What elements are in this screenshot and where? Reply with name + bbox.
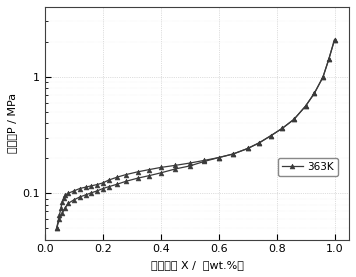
363K — [63, 206, 67, 209]
363K — [72, 198, 76, 201]
363K — [124, 179, 128, 183]
363K — [202, 160, 206, 163]
Y-axis label: 压力，P / MPa: 压力，P / MPa — [7, 93, 17, 153]
363K — [216, 156, 221, 159]
363K — [321, 75, 325, 79]
363K — [188, 164, 192, 168]
363K — [57, 217, 62, 221]
Legend: 363K: 363K — [278, 158, 338, 176]
363K — [106, 185, 111, 188]
363K — [231, 152, 235, 156]
363K — [159, 171, 163, 175]
363K — [327, 58, 331, 61]
363K — [257, 141, 261, 144]
363K — [173, 167, 177, 171]
363K — [54, 227, 59, 230]
X-axis label: 氢含量， X /  （wt.%）: 氢含量， X / （wt.%） — [151, 260, 244, 270]
363K — [147, 174, 151, 177]
363K — [246, 147, 250, 150]
Line: 363K: 363K — [54, 37, 337, 231]
363K — [66, 202, 70, 205]
363K — [292, 118, 296, 121]
363K — [78, 195, 82, 199]
363K — [95, 189, 99, 193]
363K — [115, 183, 120, 186]
363K — [101, 187, 105, 190]
363K — [83, 193, 88, 197]
363K — [269, 134, 273, 137]
363K — [60, 211, 64, 214]
363K — [333, 38, 337, 41]
363K — [89, 191, 94, 194]
363K — [136, 176, 140, 180]
363K — [280, 127, 284, 130]
363K — [303, 104, 308, 108]
363K — [312, 92, 316, 95]
